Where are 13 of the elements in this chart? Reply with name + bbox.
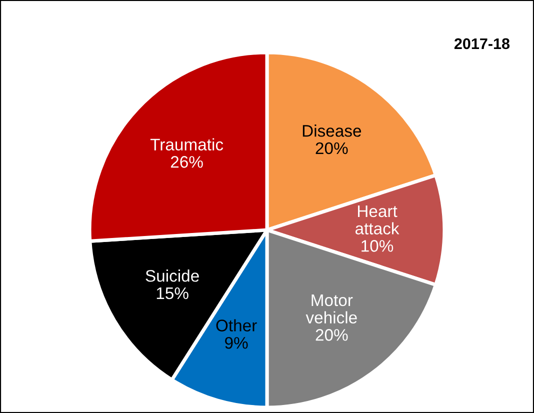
slice-label: Other	[216, 319, 257, 332]
slice-label: Heart attack	[355, 205, 400, 234]
text: 2017-18	[454, 38, 510, 50]
data-label: 9%	[225, 336, 248, 349]
data-label: 10%	[362, 240, 394, 252]
data-label: 20%	[316, 329, 348, 341]
data-label: 15%	[156, 287, 188, 300]
data-label: 26%	[170, 156, 203, 168]
data-label: 20%	[316, 142, 348, 154]
slice-label: Traumatic	[150, 138, 224, 150]
slice-label: Suicide	[146, 270, 199, 282]
slice-label: Disease	[302, 124, 362, 137]
slice-label: Motor vehicle	[306, 294, 357, 324]
